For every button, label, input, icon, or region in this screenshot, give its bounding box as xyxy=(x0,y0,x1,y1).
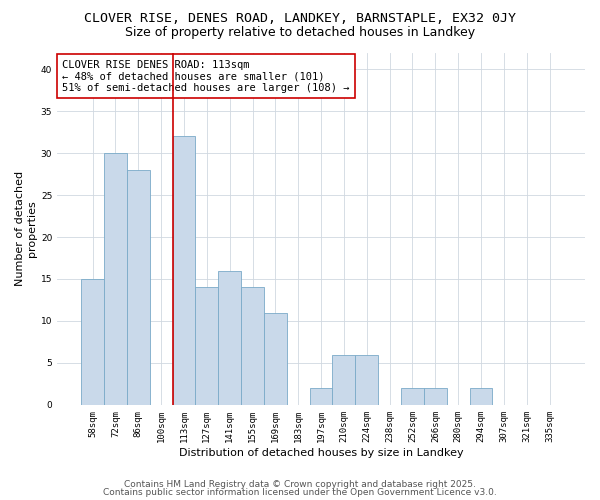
Bar xyxy=(401,388,424,405)
Bar xyxy=(218,270,241,405)
Bar xyxy=(264,312,287,405)
Bar xyxy=(241,288,264,405)
Text: CLOVER RISE DENES ROAD: 113sqm
← 48% of detached houses are smaller (101)
51% of: CLOVER RISE DENES ROAD: 113sqm ← 48% of … xyxy=(62,60,350,92)
Bar xyxy=(127,170,149,405)
Text: Size of property relative to detached houses in Landkey: Size of property relative to detached ho… xyxy=(125,26,475,39)
Text: CLOVER RISE, DENES ROAD, LANDKEY, BARNSTAPLE, EX32 0JY: CLOVER RISE, DENES ROAD, LANDKEY, BARNST… xyxy=(84,12,516,26)
Bar xyxy=(424,388,447,405)
X-axis label: Distribution of detached houses by size in Landkey: Distribution of detached houses by size … xyxy=(179,448,463,458)
Bar xyxy=(81,279,104,405)
Text: Contains public sector information licensed under the Open Government Licence v3: Contains public sector information licen… xyxy=(103,488,497,497)
Bar xyxy=(310,388,332,405)
Y-axis label: Number of detached
properties: Number of detached properties xyxy=(15,171,37,286)
Text: Contains HM Land Registry data © Crown copyright and database right 2025.: Contains HM Land Registry data © Crown c… xyxy=(124,480,476,489)
Bar xyxy=(470,388,493,405)
Bar xyxy=(196,288,218,405)
Bar xyxy=(355,354,378,405)
Bar xyxy=(173,136,196,405)
Bar xyxy=(332,354,355,405)
Bar xyxy=(104,153,127,405)
